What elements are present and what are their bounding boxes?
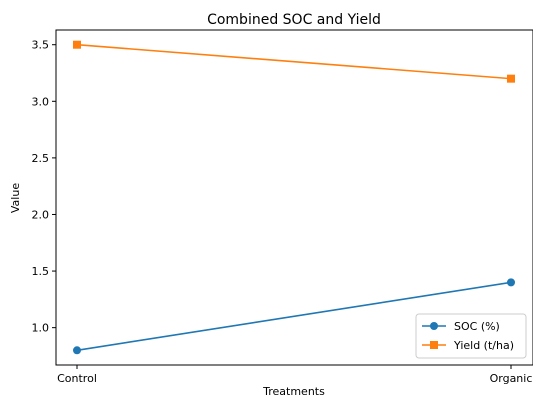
y-tick-label: 1.0 — [32, 322, 50, 335]
data-point — [507, 74, 515, 83]
plot-area — [73, 40, 515, 355]
plot-frame — [55, 29, 533, 366]
y-axis-label: Value — [9, 183, 22, 213]
series-line-1 — [76, 43, 512, 80]
legend-marker — [430, 322, 438, 330]
y-axis: 1.0 1.5 2.0 2.5 3.0 3.5 — [32, 39, 56, 335]
legend-items: SOC (%) Yield (t/ha) — [422, 320, 514, 352]
legend-label: SOC (%) — [454, 320, 500, 333]
legend-marker — [430, 341, 438, 349]
y-tick-label: 2.0 — [32, 208, 50, 221]
x-axis: Control Organic — [57, 365, 532, 385]
series-line-0 — [76, 281, 512, 352]
y-tick-label: 3.0 — [32, 95, 50, 108]
x-tick-label: Control — [57, 372, 97, 385]
data-point — [73, 346, 81, 355]
legend: SOC (%) Yield (t/ha) — [415, 313, 527, 359]
y-tick-label: 3.5 — [32, 39, 50, 52]
y-tick-label: 1.5 — [32, 265, 50, 278]
y-tick-label: 2.5 — [32, 152, 50, 165]
chart-title: Combined SOC and Yield — [207, 12, 381, 28]
x-axis-label: Treatments — [262, 385, 325, 396]
x-tick-label: Organic — [490, 372, 533, 385]
legend-label: Yield (t/ha) — [453, 339, 514, 352]
legend-box — [415, 313, 527, 359]
data-point — [73, 40, 81, 49]
data-point — [507, 278, 515, 287]
